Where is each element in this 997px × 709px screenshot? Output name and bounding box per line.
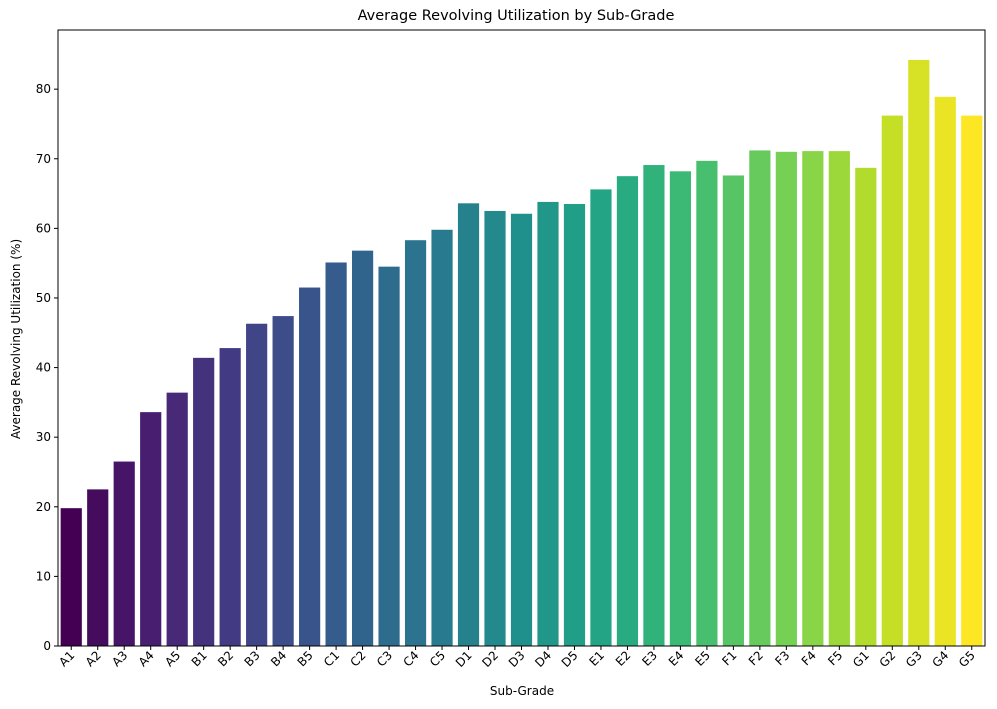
bar-G4 bbox=[934, 96, 956, 647]
bar-G2 bbox=[881, 115, 903, 647]
bar-D3 bbox=[510, 213, 533, 647]
x-tick-label: C2 bbox=[347, 648, 368, 669]
x-tick-label: B1 bbox=[189, 648, 210, 669]
x-tick-label: C3 bbox=[374, 648, 395, 669]
bar-F4 bbox=[802, 151, 824, 646]
bar-G5 bbox=[961, 115, 983, 647]
x-tick-label: D5 bbox=[559, 648, 581, 670]
y-axis-ticks: 0 10 20 30 40 50 60 70 80 bbox=[36, 82, 58, 653]
x-tick-label: C4 bbox=[400, 648, 421, 669]
x-tick-label: E3 bbox=[639, 648, 660, 669]
bar-E2 bbox=[616, 176, 639, 646]
bar-D5 bbox=[563, 204, 586, 647]
x-tick-label: G3 bbox=[903, 648, 925, 670]
bar-E5 bbox=[696, 160, 718, 646]
bar-C4 bbox=[404, 240, 427, 647]
bar-C5 bbox=[431, 229, 453, 647]
x-tick-label: G5 bbox=[956, 648, 978, 670]
chart-title: Average Revolving Utilization by Sub-Gra… bbox=[358, 8, 675, 24]
bar-G3 bbox=[908, 59, 930, 647]
x-tick-label: F2 bbox=[746, 648, 766, 668]
x-tick-label: E1 bbox=[586, 648, 607, 669]
bar-E4 bbox=[669, 171, 692, 646]
y-tick-label: 10 bbox=[36, 569, 51, 583]
x-tick-label: B5 bbox=[295, 648, 316, 669]
x-tick-label: A1 bbox=[56, 648, 77, 669]
x-tick-label: D3 bbox=[506, 648, 528, 670]
x-tick-label: A4 bbox=[136, 648, 157, 669]
y-tick-label: 60 bbox=[36, 221, 51, 235]
y-tick-label: 20 bbox=[36, 500, 51, 514]
bars-group bbox=[60, 59, 983, 647]
x-tick-label: F5 bbox=[825, 648, 845, 668]
bar-E1 bbox=[590, 189, 612, 646]
x-tick-label: B3 bbox=[242, 648, 263, 669]
y-tick-label: 50 bbox=[36, 291, 51, 305]
x-tick-label: E2 bbox=[613, 648, 634, 669]
x-tick-label: E4 bbox=[666, 648, 687, 669]
x-axis-label: Sub-Grade bbox=[490, 684, 554, 698]
bar-C2 bbox=[351, 250, 374, 646]
y-axis-label: Average Revolving Utilization (%) bbox=[9, 239, 23, 439]
bar-B5 bbox=[299, 287, 321, 646]
plot-frame bbox=[57, 29, 986, 647]
bar-A4 bbox=[140, 412, 162, 646]
bar-A3 bbox=[113, 461, 135, 646]
x-tick-label: C1 bbox=[321, 648, 342, 669]
bar-A2 bbox=[87, 489, 109, 646]
bar-B1 bbox=[193, 357, 215, 646]
x-tick-label: D4 bbox=[532, 648, 554, 670]
x-tick-label: G4 bbox=[930, 648, 952, 670]
bar-F2 bbox=[749, 150, 771, 646]
x-tick-label: C5 bbox=[427, 648, 448, 669]
bar-B2 bbox=[219, 348, 241, 646]
bar-D1 bbox=[457, 203, 480, 646]
x-tick-label: F4 bbox=[799, 648, 819, 668]
y-tick-label: 80 bbox=[36, 82, 51, 96]
x-tick-label: A3 bbox=[109, 648, 130, 669]
bar-F1 bbox=[722, 175, 744, 646]
bar-A1 bbox=[60, 508, 82, 646]
x-tick-label: A5 bbox=[162, 648, 183, 669]
bar-F3 bbox=[775, 151, 797, 646]
bar-C1 bbox=[325, 262, 347, 646]
x-tick-label: B4 bbox=[268, 648, 289, 669]
x-axis-ticks: A1 A2 A3 A4 A5 B1 B2 B3 B4 B5 C1 C2 C3 C4 C5 D1 D2 D3 D4 D5… bbox=[56, 646, 978, 670]
x-tick-label: A2 bbox=[83, 648, 104, 669]
x-tick-label: B2 bbox=[215, 648, 236, 669]
bar-F5 bbox=[828, 151, 850, 646]
x-tick-label: E5 bbox=[692, 648, 713, 669]
bar-E3 bbox=[643, 165, 665, 646]
x-tick-label: G2 bbox=[877, 648, 899, 670]
y-tick-label: 70 bbox=[36, 152, 51, 166]
x-tick-label: F3 bbox=[772, 648, 792, 668]
bar-D2 bbox=[484, 210, 506, 647]
x-tick-label: F1 bbox=[719, 648, 739, 668]
bar-A5 bbox=[166, 392, 188, 646]
bar-G1 bbox=[855, 167, 877, 646]
y-tick-label: 0 bbox=[43, 639, 51, 653]
y-tick-label: 30 bbox=[36, 430, 51, 444]
bar-D4 bbox=[537, 201, 559, 646]
x-tick-label: G1 bbox=[850, 648, 872, 670]
x-tick-label: D1 bbox=[453, 648, 475, 670]
x-tick-label: D2 bbox=[479, 648, 501, 670]
bar-B4 bbox=[272, 316, 294, 646]
bar-C3 bbox=[378, 266, 400, 646]
y-tick-label: 40 bbox=[36, 361, 51, 375]
bar-B3 bbox=[246, 323, 268, 646]
